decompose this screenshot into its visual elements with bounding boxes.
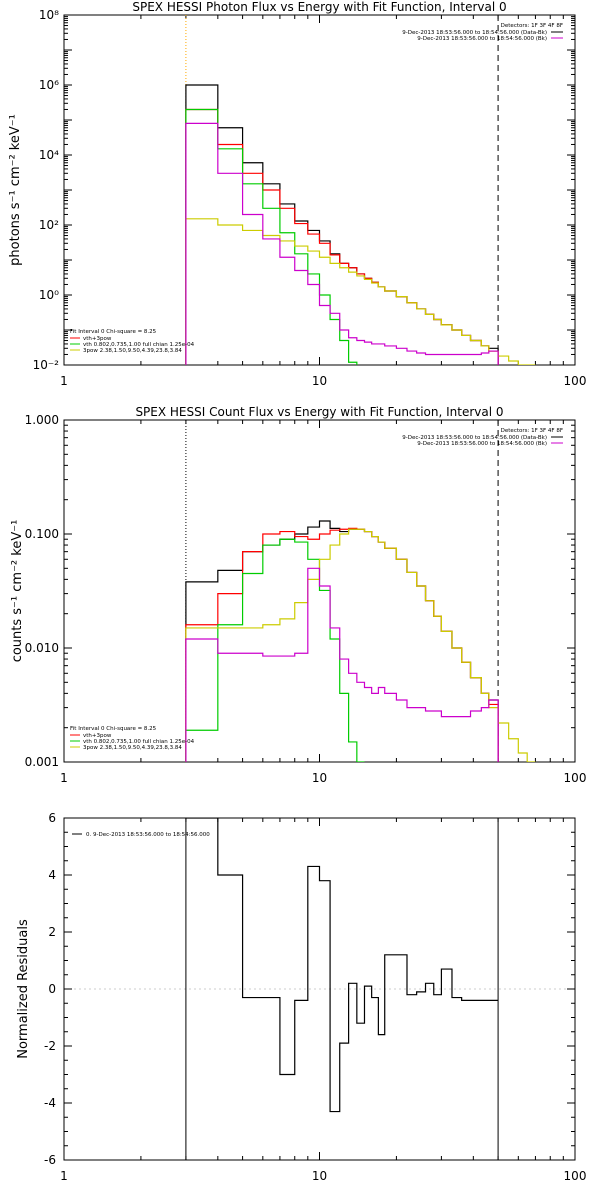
legend-entry-label: 3pow 2.38,1.50,9.50,4.39,23.8,3.84 <box>83 348 182 354</box>
series-bk <box>185 122 499 365</box>
y-tick-label: 6 <box>48 811 56 825</box>
y-tick-label: 2 <box>48 925 56 939</box>
y-tick-label: -6 <box>44 1153 56 1167</box>
chart-panel-2: 1 10 100 -6 -4 -2 0 2 4 6 Normalized Residuals 0. 9… <box>16 811 587 1183</box>
y-axis-label: Normalized Residuals <box>16 919 31 1059</box>
legend-entry-label: 9-Dec-2013 18:53:56.000 to 18:54:56.000 … <box>417 441 547 447</box>
legend-header: Detectors: 1F 3F 4F 8F <box>501 428 563 434</box>
legend-entry-label: 0. 9-Dec-2013 18:53:56.000 to 18:54:56.0… <box>86 832 210 838</box>
legend-header: Fit Interval 0 Chi-square = 8.25 <box>70 329 157 335</box>
y-tick-label: -2 <box>44 1039 56 1053</box>
legend-entry-label: 3pow 2.38,1.50,9.50,4.39,23.8,3.84 <box>83 745 182 751</box>
series-3pow <box>185 528 536 762</box>
chart-title: SPEX HESSI Photon Flux vs Energy with Fi… <box>132 0 506 14</box>
chart-title: SPEX HESSI Count Flux vs Energy with Fit… <box>135 405 503 419</box>
y-tick-label: 10⁻² <box>33 358 60 372</box>
y-axis-label: counts s⁻¹ cm⁻² keV⁻¹ <box>10 520 25 663</box>
x-tick-label: 100 <box>564 1169 587 1183</box>
legend-entry-label: 9-Dec-2013 18:53:56.000 to 18:54:56.000 … <box>402 435 547 441</box>
y-tick-label: 10⁸ <box>39 8 59 22</box>
chart-panel-0: SPEX HESSI Photon Flux vs Energy with Fi… <box>8 0 587 388</box>
x-tick-label: 1 <box>60 771 68 785</box>
series-data-bk <box>185 520 499 762</box>
legend-entry-label: 9-Dec-2013 18:53:56.000 to 18:54:56.000 … <box>402 30 547 36</box>
legend-header: Detectors: 1F 3F 4F 8F <box>501 23 563 29</box>
x-tick-label: 10 <box>312 771 327 785</box>
y-tick-label: -4 <box>44 1096 56 1110</box>
x-tick-label: 1 <box>60 1169 68 1183</box>
series-bk <box>185 567 499 762</box>
x-tick-label: 10 <box>312 1169 327 1183</box>
x-tick-label: 100 <box>564 374 587 388</box>
y-tick-label: 0.100 <box>25 527 59 541</box>
x-tick-label: 1 <box>60 374 68 388</box>
series-vth-3pow <box>185 527 499 762</box>
series-0- <box>185 818 499 1113</box>
y-tick-label: 0.010 <box>25 641 59 655</box>
x-tick-label: 10 <box>312 374 327 388</box>
y-tick-label: 10² <box>39 218 59 232</box>
y-tick-label: 1.000 <box>25 413 59 427</box>
chart-panel-1: SPEX HESSI Count Flux vs Energy with Fit… <box>10 405 587 785</box>
y-tick-label: 0.001 <box>25 755 59 769</box>
legend-entry-label: vth 0.802,0.735,1.00 full chian 1.25e-04 <box>83 739 195 745</box>
y-tick-label: 10⁶ <box>39 78 59 92</box>
y-tick-label: 10⁴ <box>39 148 59 162</box>
legend-header: Fit Interval 0 Chi-square = 8.25 <box>70 726 157 732</box>
y-axis-label: photons s⁻¹ cm⁻² keV⁻¹ <box>8 114 23 266</box>
series-vth <box>185 538 365 762</box>
legend-entry-label: vth 0.802,0.735,1.00 full chian 1.25e-04 <box>83 342 195 348</box>
series-vth-3pow <box>185 108 499 365</box>
legend-entry-label: vth+3pow <box>83 733 112 739</box>
series-vth <box>185 108 358 365</box>
y-tick-label: 4 <box>48 868 56 882</box>
legend-entry-label: vth+3pow <box>83 336 112 342</box>
x-tick-label: 100 <box>564 771 587 785</box>
series-3pow <box>185 218 536 365</box>
y-tick-label: 10⁰ <box>39 288 59 302</box>
y-tick-label: 0 <box>48 982 56 996</box>
legend-entry-label: 9-Dec-2013 18:53:56.000 to 18:54:56.000 … <box>417 36 547 42</box>
